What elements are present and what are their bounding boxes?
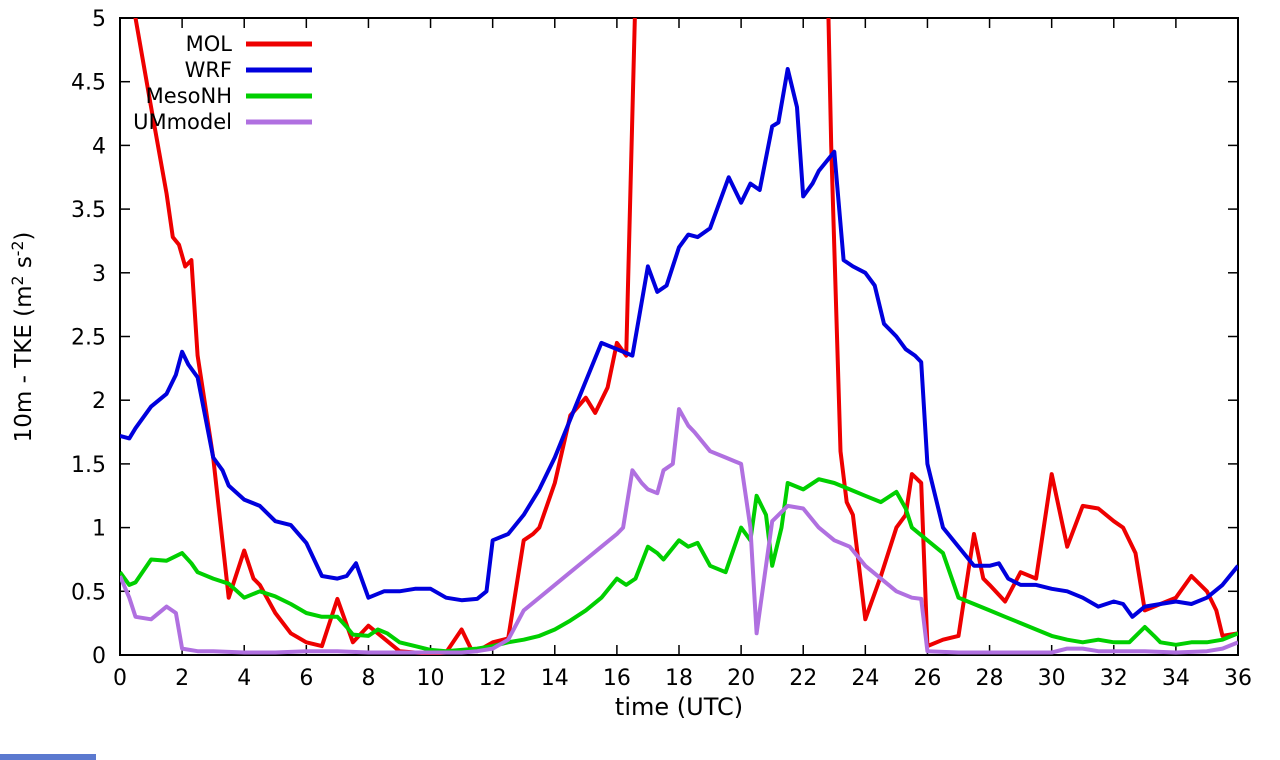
y-tick-label: 4.5 [71,71,106,96]
x-tick-label: 8 [361,666,375,691]
x-tick-label: 16 [603,666,631,691]
y-tick-label: 1 [92,517,106,542]
series-line-mesonh [120,477,1238,654]
y-tick-label: 0.5 [71,580,106,605]
x-tick-label: 28 [976,666,1004,691]
x-tick-label: 32 [1100,666,1128,691]
x-tick-label: 4 [237,666,251,691]
x-axis-label: time (UTC) [614,693,744,721]
x-tick-label: 14 [541,666,569,691]
x-tick-label: 18 [665,666,693,691]
x-tick-label: 12 [479,666,507,691]
series-line-wrf [120,67,1238,619]
x-tick-label: 36 [1224,666,1252,691]
bottom-edge-window-artifact [0,754,96,760]
y-tick-label: 0 [92,644,106,669]
y-axis-label-sup: -2 [8,240,27,257]
x-tick-label: 24 [851,666,879,691]
x-tick-label: 22 [789,666,817,691]
plot-border [119,17,1239,656]
x-tick-label: 0 [113,666,127,691]
x-tick-label: 6 [299,666,313,691]
y-tick-label: 1.5 [71,453,106,478]
y-tick-label: 2.5 [71,326,106,351]
y-axis-label: 10m - TKE (m2 s-2) [8,37,40,637]
legend-label-wrf: WRF [185,58,232,82]
y-tick-label: 3.5 [71,198,106,223]
series-line-mol [133,18,1238,655]
y-axis-label-text: s [11,256,37,276]
series-group [120,18,1238,655]
y-tick-label: 5 [92,7,106,32]
y-axis-label-text: ) [11,231,37,241]
legend-label-mesonh: MesoNH [146,84,232,108]
x-tick-label: 10 [417,666,445,691]
y-axis-label-text: 10m - TKE (m [11,285,37,443]
y-tick-label: 2 [92,389,106,414]
x-tick-label: 20 [727,666,755,691]
x-tick-label: 34 [1162,666,1190,691]
legend-label-ummodel: UMmodel [133,110,232,134]
y-axis-label-sup: 2 [8,275,27,286]
y-tick-label: 3 [92,262,106,287]
y-tick-label: 4 [92,134,106,159]
legend-label-mol: MOL [186,32,233,56]
x-tick-label: 26 [913,666,941,691]
x-tick-label: 30 [1038,666,1066,691]
x-tick-label: 2 [175,666,189,691]
series-line-ummodel [120,407,1238,655]
